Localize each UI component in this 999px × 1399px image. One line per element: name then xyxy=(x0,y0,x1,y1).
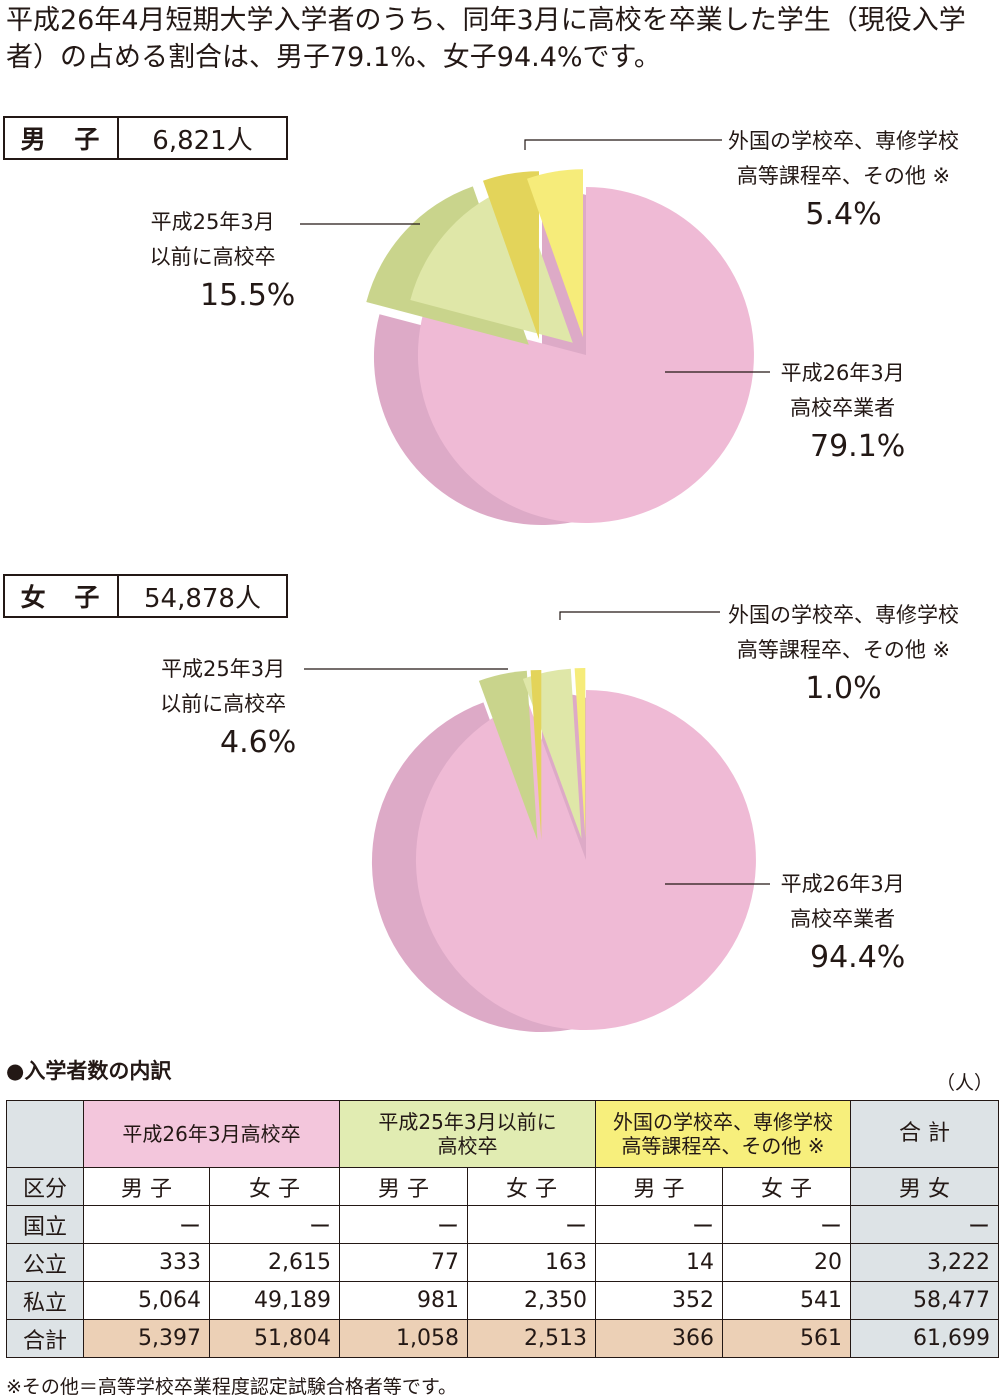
table-group-total: 合 計 xyxy=(850,1100,999,1168)
female-previous-name-2: 以前に高校卒 xyxy=(160,692,287,716)
table-cell: ー xyxy=(339,1205,468,1244)
table-subheader-cell: 男 子 xyxy=(339,1167,468,1206)
male-current-value: 79.1% xyxy=(810,429,906,464)
male-pie-chart xyxy=(300,139,770,525)
table-cell: 366 xyxy=(595,1319,723,1358)
table-subheader-cell: 男 子 xyxy=(83,1167,210,1206)
male-label: 男 子 xyxy=(5,118,119,158)
table-cell: 合計 xyxy=(6,1319,84,1358)
male-previous-label: 平成25年3月 以前に高校卒 15.5% xyxy=(130,205,296,317)
table-total-row: 合計 5,397 51,804 1,058 2,513 366 561 61,6… xyxy=(6,1319,999,1358)
table-cell: 20 xyxy=(722,1243,851,1282)
table-group-other: 外国の学校卒、専修学校 高等課程卒、その他 ※ xyxy=(595,1100,851,1168)
male-previous-name-2: 以前に高校卒 xyxy=(149,245,276,269)
female-current-value: 94.4% xyxy=(810,940,906,975)
enrollment-table: 平成26年3月高校卒 平成25年3月以前に 高校卒 外国の学校卒、専修学校 高等課程… xyxy=(6,1100,999,1358)
leader-line xyxy=(524,139,722,150)
table-cell: 51,804 xyxy=(209,1319,340,1358)
table-subheader-cell: 女 子 xyxy=(722,1167,851,1206)
male-current-name-2: 高校卒業者 xyxy=(790,396,896,420)
male-count-box: 男 子 6,821人 xyxy=(3,116,288,160)
table-subheader-cell: 男 子 xyxy=(595,1167,723,1206)
male-other-label: 外国の学校卒、専修学校 高等課程卒、その他 ※ 5.4% xyxy=(728,124,959,236)
male-count: 6,821人 xyxy=(152,125,253,156)
table-title: ●入学者数の内訳 xyxy=(6,1059,172,1083)
table-subheader-cell: 女 子 xyxy=(209,1167,340,1206)
table-cell: 5,064 xyxy=(83,1281,210,1320)
table-cell: 561 xyxy=(722,1319,851,1358)
female-count-box: 女 子 54,878人 xyxy=(3,574,288,618)
table-cell: 14 xyxy=(595,1243,723,1282)
table-unit: （人） xyxy=(935,1072,993,1094)
footnote: ※その他＝高等学校卒業程度認定試験合格者等です。 xyxy=(6,1376,458,1398)
female-current-name-1: 平成26年3月 xyxy=(780,872,905,896)
table-cell: 541 xyxy=(722,1281,851,1320)
table-cell: 2,615 xyxy=(209,1243,340,1282)
current-slice xyxy=(415,690,756,1030)
previous-slice-side xyxy=(478,670,538,841)
current-slice xyxy=(417,187,754,523)
table-cell: ー xyxy=(467,1205,596,1244)
female-previous-name-1: 平成25年3月 xyxy=(161,657,286,681)
table-cell: 333 xyxy=(83,1243,210,1282)
table-cell: 私立 xyxy=(6,1281,84,1320)
table-cell: 163 xyxy=(467,1243,596,1282)
female-other-name-2: 高等課程卒、その他 ※ xyxy=(736,638,951,662)
table-corner xyxy=(6,1100,84,1168)
table-cell: 2,513 xyxy=(467,1319,596,1358)
table-row: 公立 333 2,615 77 163 14 20 3,222 xyxy=(6,1243,999,1282)
other-slice-side xyxy=(530,669,542,841)
table-cell: 国立 xyxy=(6,1205,84,1244)
table-cell: ー xyxy=(209,1205,340,1244)
female-other-label: 外国の学校卒、専修学校 高等課程卒、その他 ※ 1.0% xyxy=(728,598,959,710)
table-cell: 61,699 xyxy=(850,1319,999,1358)
male-previous-name-1: 平成25年3月 xyxy=(150,210,275,234)
male-other-name-2: 高等課程卒、その他 ※ xyxy=(736,164,951,188)
female-pie-chart xyxy=(304,611,770,1032)
female-previous-label: 平成25年3月 以前に高校卒 4.6% xyxy=(150,652,296,764)
table-cell: 公立 xyxy=(6,1243,84,1282)
table-cell: 981 xyxy=(339,1281,468,1320)
other-slice xyxy=(527,169,583,338)
table-cell: 3,222 xyxy=(850,1243,999,1282)
female-count: 54,878人 xyxy=(144,583,261,614)
female-other-name-1: 外国の学校卒、専修学校 xyxy=(728,603,959,627)
table-cell: 58,477 xyxy=(850,1281,999,1320)
female-current-label: 平成26年3月 高校卒業者 94.4% xyxy=(780,867,906,979)
male-other-name-1: 外国の学校卒、専修学校 xyxy=(728,129,959,153)
table-row: 私立 5,064 49,189 981 2,350 352 541 58,477 xyxy=(6,1281,999,1320)
table-row: 国立 ー ー ー ー ー ー ー xyxy=(6,1205,999,1244)
male-current-name-1: 平成26年3月 xyxy=(780,361,905,385)
table-cell: ー xyxy=(722,1205,851,1244)
table-cell: ー xyxy=(595,1205,723,1244)
table-subheader-cell: 区分 xyxy=(6,1167,84,1206)
table-cell: 77 xyxy=(339,1243,468,1282)
table-group-previous: 平成25年3月以前に 高校卒 xyxy=(339,1100,596,1168)
table-cell: 1,058 xyxy=(339,1319,468,1358)
female-previous-value: 4.6% xyxy=(220,725,297,760)
table-subheader-cell: 女 子 xyxy=(467,1167,596,1206)
table-cell: 352 xyxy=(595,1281,723,1320)
male-other-value: 5.4% xyxy=(805,197,882,232)
male-previous-value: 15.5% xyxy=(200,278,296,313)
table-cell: 2,350 xyxy=(467,1281,596,1320)
female-other-value: 1.0% xyxy=(805,671,882,706)
leader-line xyxy=(559,611,720,620)
intro-text: 平成26年4月短期大学入学者のうち、同年3月に高校を卒業した学生（現役入学者）の… xyxy=(6,5,966,73)
other-slice-side xyxy=(483,171,539,340)
table-cell: ー xyxy=(83,1205,210,1244)
female-label: 女 子 xyxy=(5,576,119,616)
female-current-name-2: 高校卒業者 xyxy=(790,907,896,931)
table-cell: ー xyxy=(850,1205,999,1244)
other-slice xyxy=(574,667,586,839)
male-current-label: 平成26年3月 高校卒業者 79.1% xyxy=(780,356,906,468)
table-group-current: 平成26年3月高校卒 xyxy=(83,1100,340,1168)
table-cell: 49,189 xyxy=(209,1281,340,1320)
table-subheader-cell: 男 女 xyxy=(850,1167,999,1206)
table-cell: 5,397 xyxy=(83,1319,210,1358)
